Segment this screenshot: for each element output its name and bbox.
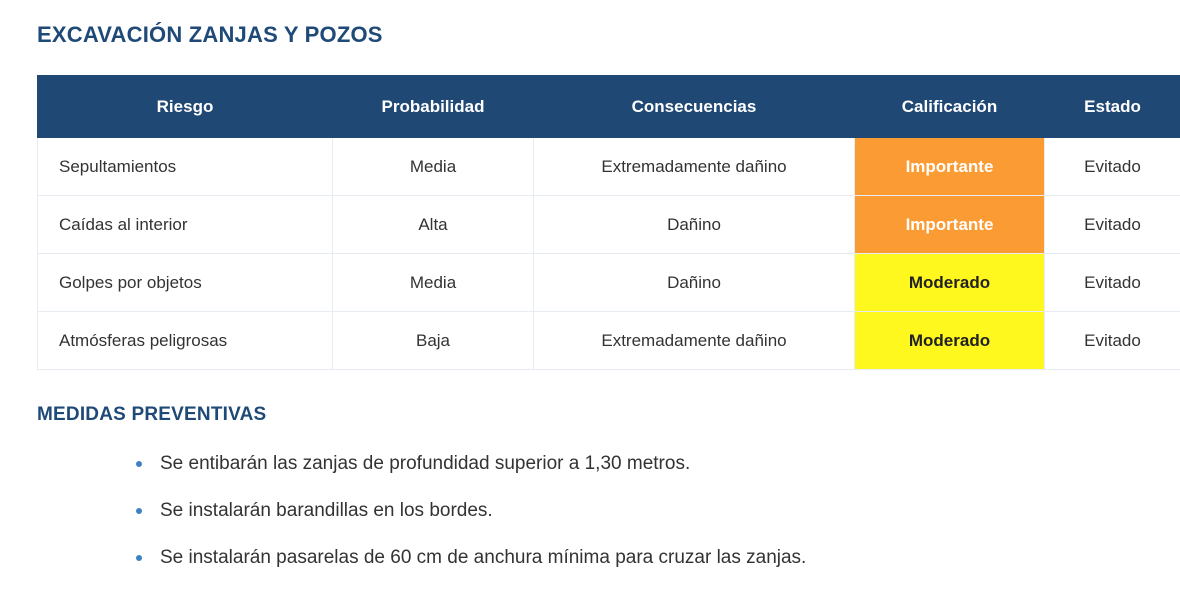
cell-consecuencias: Dañino bbox=[533, 253, 855, 312]
cell-riesgo: Atmósferas peligrosas bbox=[37, 311, 333, 370]
bullet-icon bbox=[136, 461, 142, 467]
cell-consecuencias: Extremadamente dañino bbox=[533, 311, 855, 370]
table-row: Sepultamientos Media Extremadamente dañi… bbox=[37, 137, 1180, 196]
header-calificacion: Calificación bbox=[854, 75, 1045, 138]
header-consecuencias: Consecuencias bbox=[533, 75, 855, 138]
list-item-text: Se instalarán pasarelas de 60 cm de anch… bbox=[160, 547, 807, 568]
cell-riesgo: Caídas al interior bbox=[37, 195, 333, 254]
cell-estado: Evitado bbox=[1044, 195, 1180, 254]
cell-calificacion: Moderado bbox=[854, 311, 1045, 370]
header-probabilidad: Probabilidad bbox=[332, 75, 534, 138]
cell-estado: Evitado bbox=[1044, 311, 1180, 370]
bullet-icon bbox=[136, 555, 142, 561]
section-title: EXCAVACIÓN ZANJAS Y POZOS bbox=[37, 22, 383, 47]
cell-consecuencias: Extremadamente dañino bbox=[533, 137, 855, 196]
cell-probabilidad: Media bbox=[332, 137, 534, 196]
list-item-text: Se instalarán barandillas en los bordes. bbox=[160, 500, 493, 521]
cell-estado: Evitado bbox=[1044, 253, 1180, 312]
list-item: Se instalarán pasarelas de 60 cm de anch… bbox=[136, 546, 806, 570]
risk-table: Riesgo Probabilidad Consecuencias Califi… bbox=[37, 75, 1180, 370]
cell-consecuencias: Dañino bbox=[533, 195, 855, 254]
medidas-title: MEDIDAS PREVENTIVAS bbox=[37, 404, 267, 425]
cell-probabilidad: Media bbox=[332, 253, 534, 312]
list-item: Se entibarán las zanjas de profundidad s… bbox=[136, 452, 806, 476]
cell-riesgo: Golpes por objetos bbox=[37, 253, 333, 312]
cell-estado: Evitado bbox=[1044, 137, 1180, 196]
bullet-icon bbox=[136, 508, 142, 514]
header-riesgo: Riesgo bbox=[37, 75, 333, 138]
cell-probabilidad: Alta bbox=[332, 195, 534, 254]
table-row: Golpes por objetos Media Dañino Moderado… bbox=[37, 253, 1180, 312]
list-item-text: Se entibarán las zanjas de profundidad s… bbox=[160, 453, 691, 474]
medidas-list: Se entibarán las zanjas de profundidad s… bbox=[136, 452, 806, 593]
cell-riesgo: Sepultamientos bbox=[37, 137, 333, 196]
table-row: Caídas al interior Alta Dañino Important… bbox=[37, 195, 1180, 254]
cell-calificacion: Moderado bbox=[854, 253, 1045, 312]
cell-calificacion: Importante bbox=[854, 137, 1045, 196]
header-estado: Estado bbox=[1044, 75, 1180, 138]
list-item: Se instalarán barandillas en los bordes. bbox=[136, 499, 806, 523]
table-row: Atmósferas peligrosas Baja Extremadament… bbox=[37, 311, 1180, 370]
cell-probabilidad: Baja bbox=[332, 311, 534, 370]
cell-calificacion: Importante bbox=[854, 195, 1045, 254]
table-header-row: Riesgo Probabilidad Consecuencias Califi… bbox=[37, 75, 1180, 138]
